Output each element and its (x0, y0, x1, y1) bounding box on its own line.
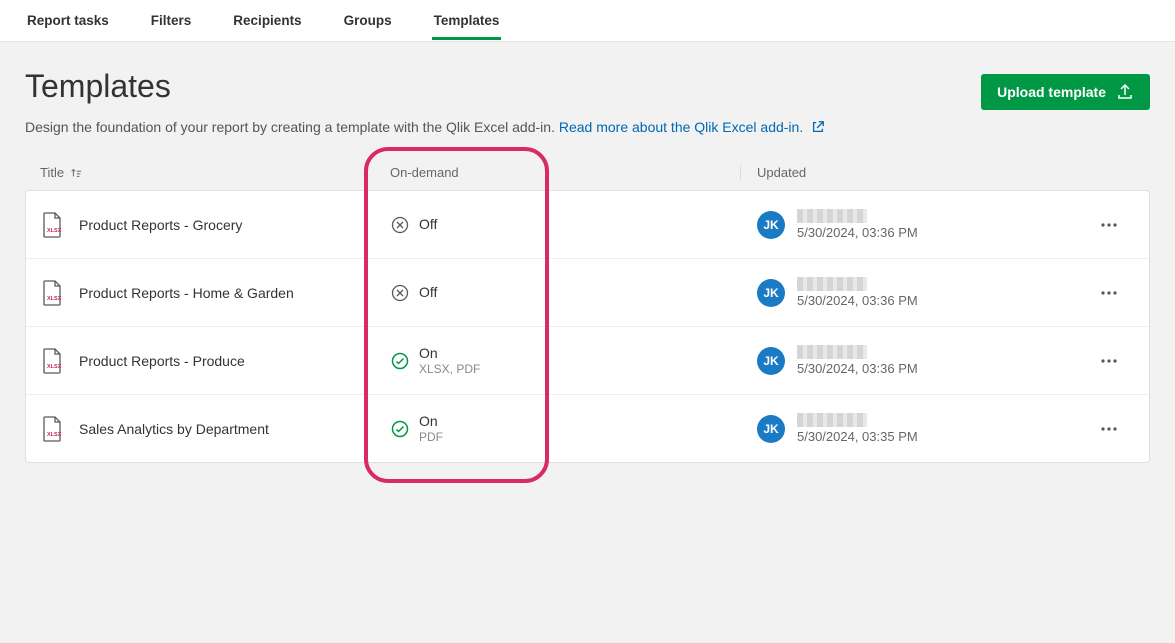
row-title-cell: XLSX Product Reports - Grocery (41, 212, 391, 238)
column-title-label: Title (40, 165, 64, 180)
status-on-icon (391, 420, 409, 438)
updated-by-redacted (797, 209, 867, 223)
table-header: Title On-demand Updated (25, 155, 1150, 190)
xlsx-file-icon: XLSX (41, 280, 63, 306)
tab-filters[interactable]: Filters (149, 1, 194, 40)
svg-text:XLSX: XLSX (47, 228, 62, 234)
table-row[interactable]: XLSX Product Reports - Home & Garden Off… (26, 259, 1149, 327)
template-title: Product Reports - Grocery (79, 217, 242, 233)
ondemand-text: On XLSX, PDF (419, 345, 480, 376)
row-actions-button[interactable] (1084, 358, 1134, 364)
xlsx-file-icon: XLSX (41, 212, 63, 238)
column-updated[interactable]: Updated (740, 165, 1085, 180)
ondemand-status: Off (419, 284, 437, 301)
tab-templates[interactable]: Templates (432, 1, 502, 40)
template-title: Product Reports - Home & Garden (79, 285, 294, 301)
tab-bar: Report tasks Filters Recipients Groups T… (0, 0, 1175, 42)
avatar: JK (757, 211, 785, 239)
row-updated-cell: JK 5/30/2024, 03:35 PM (741, 413, 1084, 444)
updated-date: 5/30/2024, 03:36 PM (797, 293, 918, 308)
upload-icon (1116, 84, 1134, 100)
updated-by-redacted (797, 345, 867, 359)
svg-text:XLSX: XLSX (47, 296, 62, 302)
subtitle-text: Design the foundation of your report by … (25, 119, 559, 135)
updated-by-redacted (797, 277, 867, 291)
updated-by-redacted (797, 413, 867, 427)
templates-table: Title On-demand Updated XLSX Product Rep… (25, 155, 1150, 463)
row-title-cell: XLSX Product Reports - Home & Garden (41, 280, 391, 306)
row-updated-cell: JK 5/30/2024, 03:36 PM (741, 209, 1084, 240)
row-actions-button[interactable] (1084, 426, 1134, 432)
page-subtitle: Design the foundation of your report by … (25, 119, 825, 137)
svg-text:XLSX: XLSX (47, 432, 62, 438)
ondemand-status: On (419, 345, 480, 362)
template-title: Product Reports - Produce (79, 353, 245, 369)
template-title: Sales Analytics by Department (79, 421, 269, 437)
avatar: JK (757, 279, 785, 307)
upload-template-button[interactable]: Upload template (981, 74, 1150, 110)
avatar: JK (757, 415, 785, 443)
table-row[interactable]: XLSX Sales Analytics by Department On PD… (26, 395, 1149, 462)
xlsx-file-icon: XLSX (41, 416, 63, 442)
ondemand-text: Off (419, 284, 437, 301)
updated-date: 5/30/2024, 03:35 PM (797, 429, 918, 444)
external-link-icon (811, 120, 825, 137)
column-ondemand[interactable]: On-demand (390, 165, 740, 180)
more-icon (1100, 358, 1118, 364)
ondemand-status: Off (419, 216, 437, 233)
table-body: XLSX Product Reports - Grocery Off JK 5/… (25, 190, 1150, 463)
row-title-cell: XLSX Sales Analytics by Department (41, 416, 391, 442)
row-updated-cell: JK 5/30/2024, 03:36 PM (741, 345, 1084, 376)
table-row[interactable]: XLSX Product Reports - Produce On XLSX, … (26, 327, 1149, 395)
more-icon (1100, 426, 1118, 432)
row-ondemand-cell: On XLSX, PDF (391, 345, 741, 376)
header-row: Templates Design the foundation of your … (25, 68, 1150, 137)
row-title-cell: XLSX Product Reports - Produce (41, 348, 391, 374)
row-ondemand-cell: Off (391, 284, 741, 302)
xlsx-file-icon: XLSX (41, 348, 63, 374)
more-icon (1100, 290, 1118, 296)
ondemand-status: On (419, 413, 443, 430)
tab-recipients[interactable]: Recipients (231, 1, 303, 40)
row-ondemand-cell: On PDF (391, 413, 741, 444)
ondemand-text: Off (419, 216, 437, 233)
status-on-icon (391, 352, 409, 370)
sort-icon (70, 167, 82, 179)
learn-more-link[interactable]: Read more about the Qlik Excel add-in. (559, 119, 825, 135)
page-title: Templates (25, 68, 825, 105)
ondemand-text: On PDF (419, 413, 443, 444)
updated-date: 5/30/2024, 03:36 PM (797, 361, 918, 376)
learn-more-text: Read more about the Qlik Excel add-in. (559, 119, 803, 135)
row-actions-button[interactable] (1084, 290, 1134, 296)
avatar: JK (757, 347, 785, 375)
ondemand-formats: XLSX, PDF (419, 362, 480, 376)
upload-button-label: Upload template (997, 84, 1106, 100)
column-title[interactable]: Title (40, 165, 390, 180)
table-row[interactable]: XLSX Product Reports - Grocery Off JK 5/… (26, 191, 1149, 259)
content-area: Templates Design the foundation of your … (0, 42, 1175, 463)
tab-report-tasks[interactable]: Report tasks (25, 1, 111, 40)
svg-text:XLSX: XLSX (47, 364, 62, 370)
tab-groups[interactable]: Groups (342, 1, 394, 40)
row-ondemand-cell: Off (391, 216, 741, 234)
updated-date: 5/30/2024, 03:36 PM (797, 225, 918, 240)
status-off-icon (391, 216, 409, 234)
ondemand-formats: PDF (419, 430, 443, 444)
status-off-icon (391, 284, 409, 302)
more-icon (1100, 222, 1118, 228)
row-actions-button[interactable] (1084, 222, 1134, 228)
row-updated-cell: JK 5/30/2024, 03:36 PM (741, 277, 1084, 308)
